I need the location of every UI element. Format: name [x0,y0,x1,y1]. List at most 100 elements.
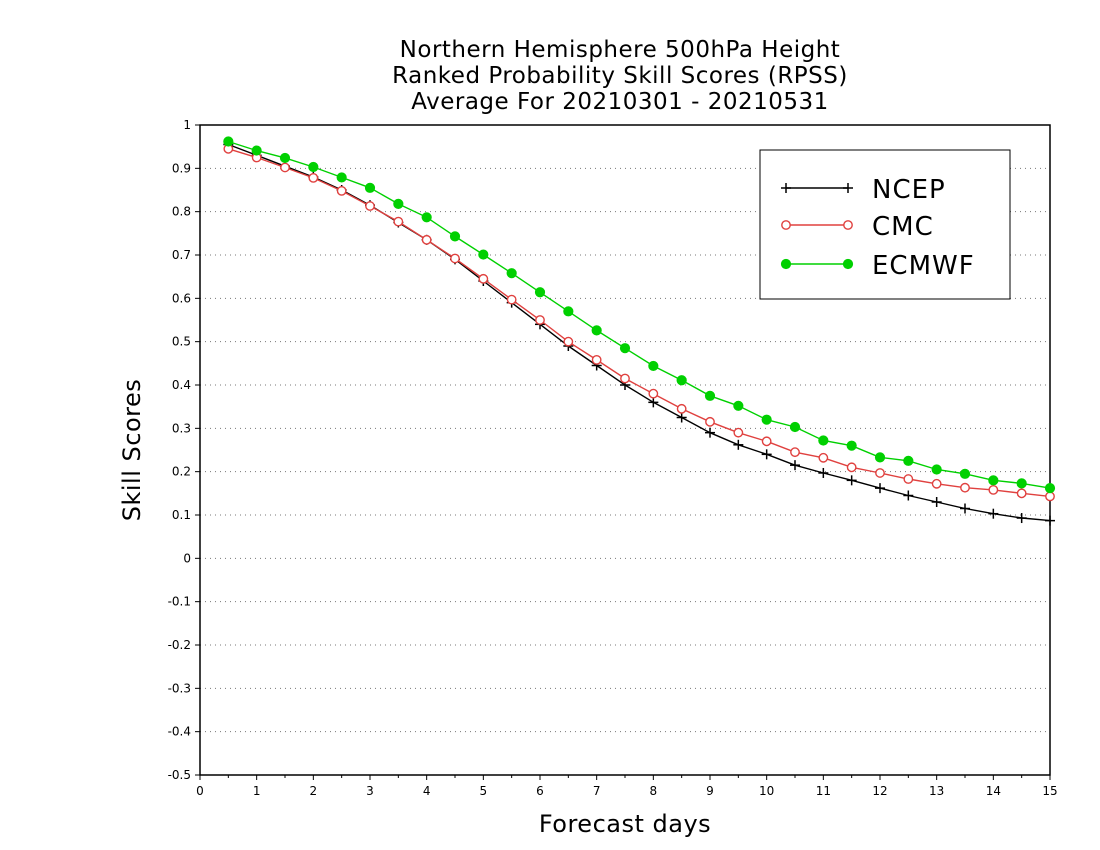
data-point-ecmwf [279,152,291,164]
data-point-cmc [705,416,715,427]
plot-frame [199,124,1051,776]
data-point-ncep [733,439,744,450]
data-point-ecmwf [761,414,772,425]
data-point-ecmwf [223,136,234,147]
data-point-ecmwf [874,452,886,463]
data-point-cmc [988,484,999,495]
data-point-ecmwf [846,440,857,451]
data-point-cmc [280,162,290,173]
data-point-ecmwf [1016,478,1027,489]
axes: 1 0.9 0.8 0.7 0.6 0.5 0.4 0.3 0.2 0.1 0 -0.1 -0.2 -0.… [168,118,1058,798]
data-point-cmc [393,216,404,227]
data-point-ecmwf [251,145,262,156]
data-point-ecmwf [591,325,602,336]
data-point-cmc [450,253,460,264]
legend-label-ecmwf: ECMWF [872,251,975,281]
x-tick-label: 14 [986,784,1001,798]
chart-title-line-2: Ranked Probability Skill Scores (RPSS) [392,63,848,89]
grid-lines [200,167,1050,733]
data-point-ncep [960,503,970,514]
data-point-ecmwf [704,390,716,401]
data-point-cmc [336,185,347,196]
legend-marker-ecmwf [780,258,792,270]
data-point-cmc [931,478,942,489]
y-tick-label: 0.4 [172,378,191,392]
data-point-ecmwf [789,421,801,433]
y-tick-label: 1 [183,118,191,132]
x-tick-label: 3 [366,784,374,798]
data-point-ncep [648,397,659,408]
series-line-ncep [228,143,1051,522]
data-point-ecmwf [676,375,687,386]
data-point-cmc [790,447,800,458]
data-point-ecmwf [478,249,489,260]
data-point-cmc [648,388,659,399]
data-point-cmc [1045,491,1055,502]
data-point-ncep [931,497,942,507]
legend-marker-ncep [781,183,791,193]
data-point-ecmwf [619,343,631,354]
legend-marker-cmc [781,220,791,230]
y-tick-label: 0.6 [172,291,191,305]
data-point-ncep [705,427,715,438]
y-tick-label: 0.1 [172,508,191,522]
x-tick-label: 11 [816,784,831,798]
data-point-ecmwf [506,268,517,279]
y-tick-label: 0.5 [172,335,191,349]
data-point-cmc [818,452,829,463]
data-point-ecmwf [733,400,744,411]
data-point-ncep [1016,513,1027,524]
x-tick-label: 12 [872,784,887,798]
series-lines [223,136,1056,526]
data-point-cmc [506,294,517,305]
y-tick-label: 0.3 [172,421,191,435]
data-point-ecmwf [364,182,376,193]
data-point-ncep [790,460,800,471]
x-tick-label: 1 [253,784,261,798]
data-point-cmc [591,354,602,365]
data-point-ncep [988,508,999,519]
y-tick-label: 0 [183,551,191,565]
data-point-cmc [733,427,744,438]
x-tick-label: 9 [706,784,714,798]
legend-label-cmc: CMC [872,212,934,242]
y-tick-label: -0.5 [168,768,191,782]
data-point-ncep [903,490,914,501]
x-tick-label: 5 [480,784,488,798]
data-point-cmc [846,462,857,473]
y-tick-label: 0.9 [172,161,191,175]
data-point-ecmwf [449,231,461,242]
y-tick-label: -0.4 [168,725,191,739]
data-point-ecmwf [393,198,404,209]
x-tick-label: 13 [929,784,944,798]
series-cmc [223,143,1055,502]
x-tick-label: 7 [593,784,601,798]
data-point-ncep [846,475,857,486]
data-point-ecmwf [648,360,659,372]
data-point-ncep [676,412,687,423]
x-tick-label: 0 [196,784,204,798]
data-point-cmc [478,273,489,284]
x-tick-label: 2 [310,784,318,798]
legend-marker-ecmwf [842,258,854,270]
data-point-ecmwf [308,161,319,173]
y-tick-label: -0.1 [168,595,191,609]
data-point-ecmwf [818,435,829,446]
data-point-ncep [818,467,829,478]
data-point-cmc [903,474,914,484]
x-tick-label: 6 [536,784,544,798]
chart-title-line-3: Average For 20210301 - 20210531 [411,89,829,115]
data-point-cmc [960,482,970,493]
data-point-ecmwf [903,455,914,466]
data-point-ncep [761,449,772,460]
y-tick-label: -0.2 [168,638,191,652]
y-tick-label: 0.8 [172,205,191,219]
data-point-ecmwf [931,464,942,475]
legend-marker-ncep [843,183,853,193]
legend-marker-cmc [843,220,853,230]
x-tick-label: 4 [423,784,431,798]
data-point-cmc [875,468,885,478]
data-point-ecmwf [421,212,432,223]
x-tick-label: 10 [759,784,774,798]
